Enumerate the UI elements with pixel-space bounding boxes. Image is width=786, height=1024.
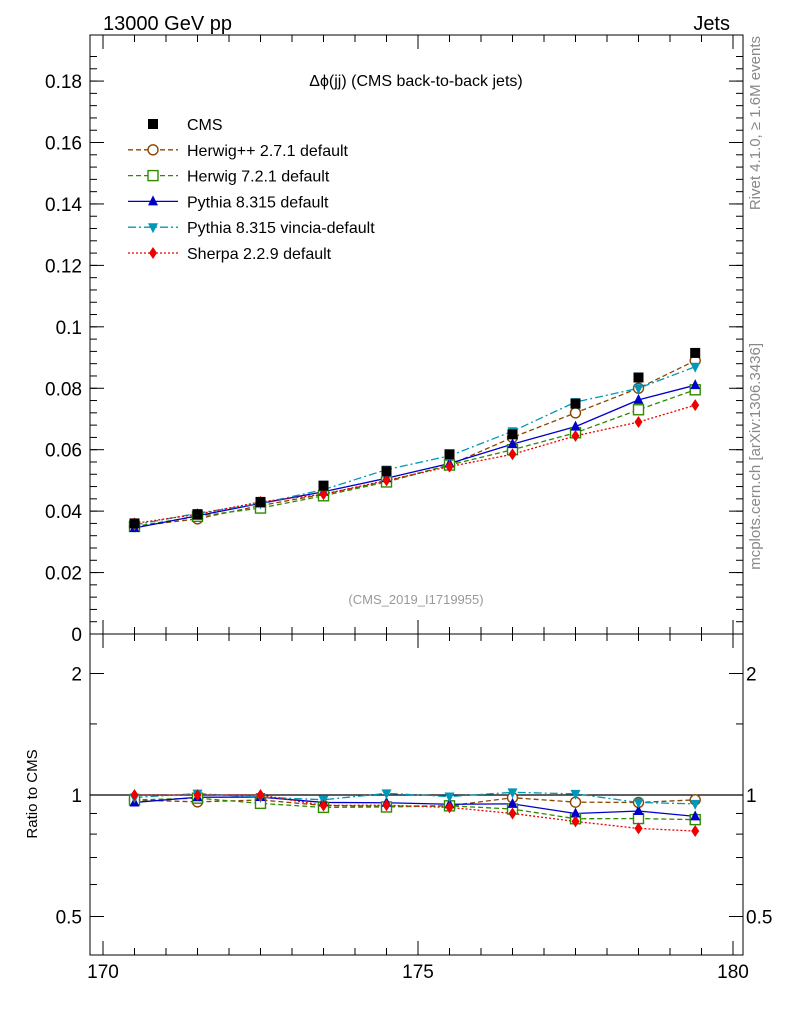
legend: CMS Herwig++ 2.7.1 default Herwig 7.2.1 de… — [128, 117, 375, 263]
series-line-2 — [134, 384, 696, 529]
y-tick-label: 0.14 — [45, 195, 82, 216]
ratio-point — [130, 789, 139, 801]
ratio-point — [691, 825, 700, 838]
series-point — [319, 488, 328, 501]
series-point — [508, 448, 517, 461]
data-point — [633, 372, 644, 383]
ratio-point — [256, 789, 265, 801]
ratio-point — [570, 789, 581, 800]
series-line-4 — [134, 404, 696, 525]
legend-marker — [148, 223, 158, 234]
series-point — [633, 384, 644, 395]
series-point — [569, 407, 582, 419]
ratio-y-label: Ratio to CMS — [24, 749, 41, 838]
data-point — [570, 398, 581, 409]
legend-label: Sherpa 2.2.9 default — [187, 246, 332, 263]
legend-marker — [148, 195, 158, 206]
ratio-point — [382, 799, 391, 812]
data-point — [129, 518, 140, 529]
ratio-point — [571, 815, 580, 828]
main-series — [128, 347, 701, 533]
series-point — [571, 429, 580, 442]
legend-label: Herwig++ 2.7.1 default — [187, 143, 349, 160]
series-point — [632, 404, 645, 416]
series-line-1 — [134, 389, 696, 528]
series-line-3 — [134, 366, 696, 526]
data-point — [255, 496, 266, 507]
ratio-point — [632, 812, 645, 825]
series-point — [570, 420, 581, 431]
data-point — [192, 509, 203, 520]
data-point — [690, 347, 701, 358]
data-point — [381, 466, 392, 477]
series-line-0 — [134, 360, 696, 528]
ratio-point — [633, 798, 644, 809]
y-tick-label: 0.12 — [45, 256, 82, 277]
series-point — [382, 474, 391, 487]
ratio-tick-label-right: 0.5 — [746, 908, 772, 929]
series-point — [690, 362, 701, 373]
header-left: 13000 GeV pp — [103, 13, 232, 35]
data-point — [507, 429, 518, 440]
ratio-point — [193, 789, 202, 801]
side-label-bottom: mcplots.cern.ch [arXiv:1306.3436] — [747, 343, 764, 570]
data-point — [444, 449, 455, 460]
ratio-point — [507, 797, 518, 808]
legend-label: Pythia 8.315 vincia-default — [187, 220, 375, 237]
ratio-point — [634, 822, 643, 835]
ratio-tick-label: 0.5 — [56, 908, 82, 929]
ratio-point — [507, 788, 518, 799]
legend-marker — [147, 144, 159, 156]
legend-marker — [149, 247, 157, 259]
y-tick-label: 0.02 — [45, 564, 82, 585]
series-point — [691, 399, 700, 412]
series-point — [690, 379, 701, 390]
ratio-point — [445, 801, 454, 814]
side-label-top: Rivet 4.1.0, ≥ 1.6M events — [747, 36, 764, 210]
y-tick-label: 0 — [71, 625, 82, 646]
series-point — [633, 393, 644, 404]
ratio-tick-label-right: 1 — [746, 786, 757, 807]
ratio-tick-label: 1 — [71, 786, 82, 807]
ratio-point — [319, 799, 328, 812]
ratio-point — [690, 799, 701, 810]
x-tick-label: 180 — [717, 962, 749, 983]
ratio-point — [570, 807, 581, 818]
ratio-point — [508, 807, 517, 820]
ratio-tick-label-right: 2 — [746, 665, 757, 686]
ratio-line-3 — [134, 791, 696, 805]
header-right: Jets — [693, 13, 730, 35]
x-tick-label: 170 — [87, 962, 119, 983]
ratio-line-0 — [134, 797, 696, 807]
y-tick-label: 0.16 — [45, 134, 82, 155]
y-tick-label: 0.06 — [45, 441, 82, 462]
series-point — [507, 438, 518, 449]
axes-ticks: 0 0.02 0.04 0.06 0.08 0.1 0.12 0.14 0.16 0.18 170 1… — [45, 35, 772, 983]
plot-title: Δϕ(jj) (CMS back-to-back jets) — [309, 73, 522, 90]
ratio-point — [690, 810, 701, 821]
watermark: (CMS_2019_I1719955) — [348, 592, 483, 607]
y-tick-label: 0.08 — [45, 379, 82, 400]
y-tick-label: 0.18 — [45, 72, 82, 93]
series-point — [634, 416, 643, 429]
y-tick-label: 0.1 — [56, 318, 82, 339]
ratio-tick-label: 2 — [71, 665, 82, 686]
legend-label: Pythia 8.315 default — [187, 194, 329, 211]
ratio-point — [381, 789, 392, 800]
ratio-line-4 — [134, 794, 696, 832]
legend-marker — [148, 119, 158, 129]
x-tick-label: 175 — [402, 962, 434, 983]
legend-label: Herwig 7.2.1 default — [187, 169, 330, 186]
ratio-series — [128, 788, 701, 838]
data-point — [318, 480, 329, 491]
ratio-point — [444, 792, 455, 803]
ratio-point — [633, 805, 644, 816]
ratio-line-2 — [134, 796, 696, 818]
series-point — [445, 460, 454, 473]
legend-marker — [147, 169, 159, 182]
y-tick-label: 0.04 — [45, 502, 82, 523]
legend-label: CMS — [187, 117, 223, 134]
